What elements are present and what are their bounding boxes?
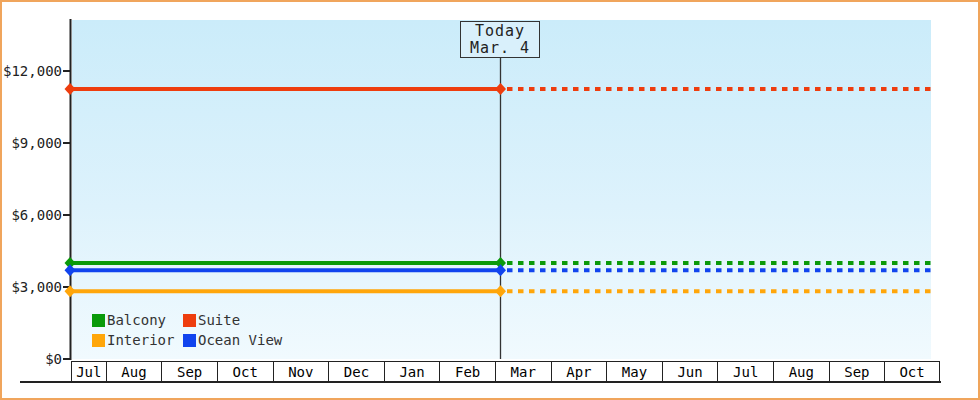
legend-label: Ocean View xyxy=(198,332,282,348)
month-cell: Jun xyxy=(662,361,718,381)
month-cell: Jan xyxy=(384,361,440,381)
month-cell: Mar xyxy=(495,361,551,381)
month-cell: Apr xyxy=(551,361,607,381)
y-tick xyxy=(63,214,71,216)
legend-swatch-icon xyxy=(183,314,196,327)
month-cell: Aug xyxy=(106,361,162,381)
series-marker xyxy=(65,264,76,276)
month-cell: Dec xyxy=(328,361,384,381)
series-marker xyxy=(495,285,506,297)
month-cell: Aug xyxy=(773,361,829,381)
y-axis-label: $12,000 xyxy=(0,61,62,81)
legend-row: Balcony Suite xyxy=(92,310,282,330)
today-date: Mar. 4 xyxy=(461,40,539,57)
legend-label: Balcony xyxy=(107,312,166,328)
month-cell: Oct xyxy=(884,361,940,381)
month-cell: Sep xyxy=(829,361,885,381)
month-cell: Oct xyxy=(217,361,273,381)
today-label-box: Today Mar. 4 xyxy=(460,21,540,58)
month-cell: May xyxy=(606,361,662,381)
y-axis-label: $6,000 xyxy=(0,205,62,225)
price-chart: $0 $3,000 $6,000 $9,000 $12,000 Today Mar. 4… xyxy=(0,0,980,400)
month-cell: Jul xyxy=(71,361,106,381)
y-axis-label: $0 xyxy=(0,349,62,369)
month-cell: Nov xyxy=(273,361,329,381)
today-label: Today xyxy=(461,23,539,40)
series-marker xyxy=(495,264,506,276)
series-marker xyxy=(65,83,76,95)
legend-swatch-icon xyxy=(92,334,105,347)
legend-row: Interior Ocean View xyxy=(92,330,282,350)
x-axis-bottom-line xyxy=(20,381,941,383)
legend-label: Interior xyxy=(107,332,174,348)
legend-label: Suite xyxy=(198,312,240,328)
month-cell: Sep xyxy=(161,361,217,381)
y-axis-label: $3,000 xyxy=(0,277,62,297)
legend-item: Interior xyxy=(92,332,183,348)
y-tick xyxy=(63,142,71,144)
month-cell: Feb xyxy=(439,361,495,381)
month-cell: Jul xyxy=(717,361,773,381)
series-marker xyxy=(495,83,506,95)
y-tick xyxy=(63,358,71,360)
legend: Balcony Suite Interior Ocean View xyxy=(92,310,282,350)
x-axis-month-row: JulAugSepOctNovDecJanFebMarAprMayJunJulA… xyxy=(71,361,940,381)
y-axis-label: $9,000 xyxy=(0,133,62,153)
legend-item: Suite xyxy=(183,312,240,328)
legend-item: Balcony xyxy=(92,312,183,328)
legend-item: Ocean View xyxy=(183,332,282,348)
y-tick xyxy=(63,70,71,72)
legend-swatch-icon xyxy=(92,314,105,327)
legend-swatch-icon xyxy=(183,334,196,347)
